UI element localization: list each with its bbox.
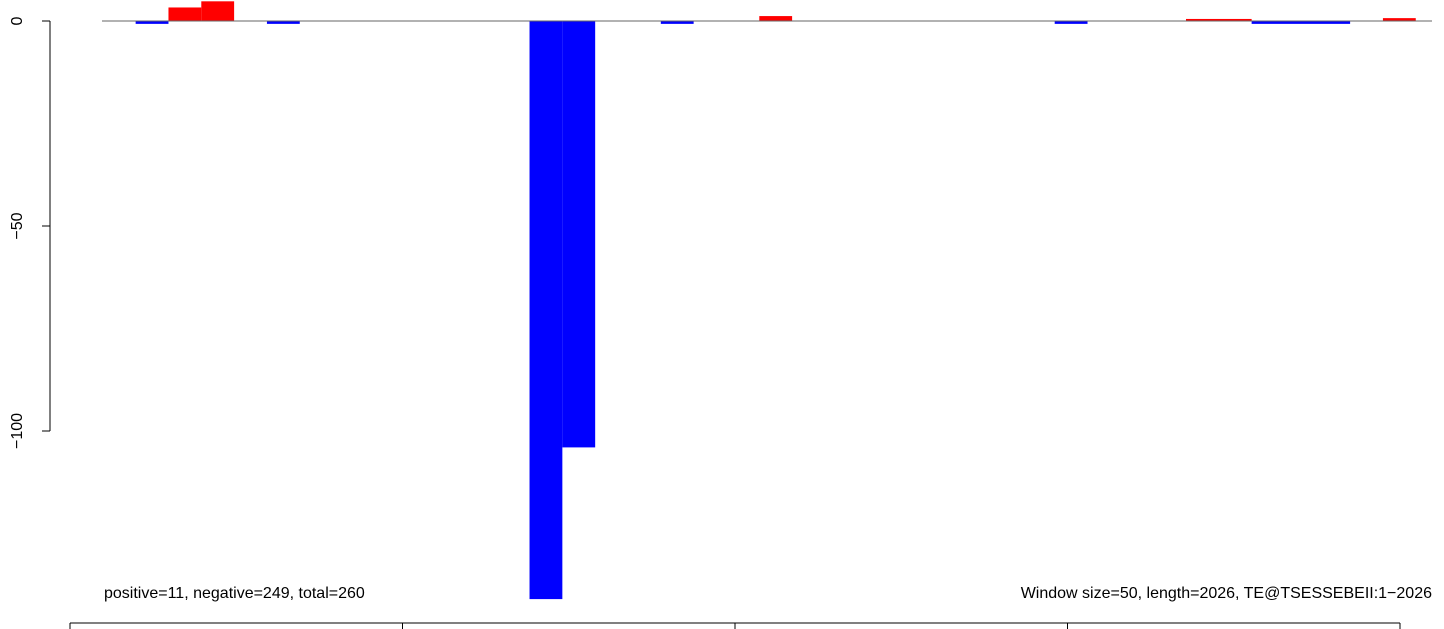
bar-positive-2 (201, 1, 235, 22)
bar-negative-8 (1054, 21, 1088, 24)
y-axis: 0 −50 −100 (9, 16, 51, 449)
bar-positive-9 (1185, 18, 1252, 21)
bar-negative-10 (1251, 21, 1351, 24)
bar-negative-3 (266, 21, 300, 24)
window-annotation: Window size=50, length=2026, TE@TSESSEBE… (1021, 585, 1432, 602)
bar-negative-4 (529, 21, 563, 600)
x-axis (69, 622, 1401, 629)
y-tick-label-2: −100 (9, 413, 26, 449)
bar-negative-0 (135, 21, 169, 24)
bar-positive-7 (759, 16, 793, 21)
bar-positive-11 (1382, 18, 1416, 21)
bar-positive-1 (168, 7, 202, 22)
bars-group (135, 1, 1416, 600)
y-tick-label-1: −50 (9, 212, 26, 239)
bar-negative-5 (562, 21, 596, 448)
counts-annotation: positive=11, negative=249, total=260 (104, 585, 365, 602)
y-tick-label-0: 0 (9, 16, 26, 25)
bar-negative-6 (660, 21, 694, 24)
